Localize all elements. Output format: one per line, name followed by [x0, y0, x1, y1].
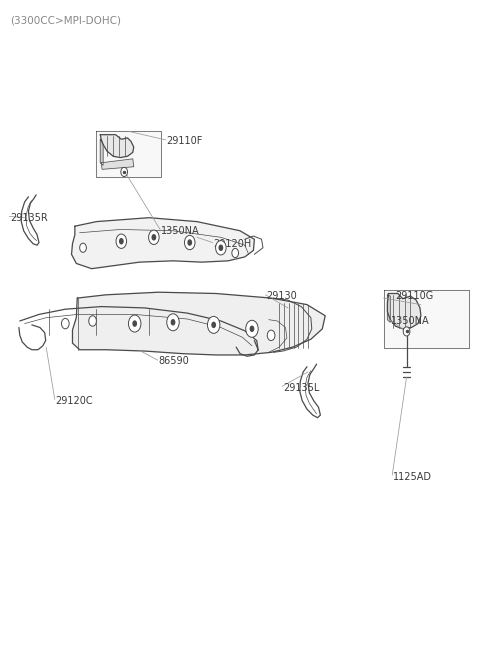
Circle shape — [218, 244, 223, 251]
Polygon shape — [387, 293, 421, 329]
Circle shape — [184, 235, 195, 250]
Polygon shape — [384, 290, 469, 348]
Text: 1125AD: 1125AD — [393, 472, 432, 481]
Text: 29135R: 29135R — [10, 213, 48, 223]
Circle shape — [132, 320, 137, 327]
Polygon shape — [100, 140, 103, 166]
Text: 29120H: 29120H — [214, 239, 252, 249]
Circle shape — [149, 230, 159, 244]
Text: 29130: 29130 — [266, 291, 297, 301]
Polygon shape — [101, 159, 134, 170]
Circle shape — [167, 314, 179, 331]
Circle shape — [89, 316, 96, 326]
Circle shape — [61, 318, 69, 329]
Text: (3300CC>MPI-DOHC): (3300CC>MPI-DOHC) — [10, 15, 121, 25]
Circle shape — [170, 319, 175, 326]
Polygon shape — [387, 295, 390, 322]
Polygon shape — [72, 217, 254, 269]
Circle shape — [403, 327, 410, 336]
Circle shape — [116, 234, 127, 248]
Circle shape — [232, 248, 239, 257]
Text: 29120C: 29120C — [56, 396, 93, 405]
Text: 1350NA: 1350NA — [161, 226, 200, 236]
Polygon shape — [100, 135, 134, 158]
Circle shape — [267, 330, 275, 341]
Circle shape — [129, 315, 141, 332]
Circle shape — [80, 243, 86, 252]
Polygon shape — [72, 292, 325, 355]
Circle shape — [250, 326, 254, 332]
Text: 29135L: 29135L — [283, 383, 320, 392]
Circle shape — [246, 320, 258, 337]
Circle shape — [121, 168, 128, 176]
Circle shape — [187, 239, 192, 246]
Circle shape — [119, 238, 124, 244]
Circle shape — [207, 316, 220, 333]
Circle shape — [216, 240, 226, 255]
Text: 29110G: 29110G — [396, 291, 434, 301]
Circle shape — [211, 322, 216, 328]
Polygon shape — [96, 132, 161, 177]
Text: 1350NA: 1350NA — [391, 316, 430, 326]
Circle shape — [152, 234, 156, 240]
Text: 86590: 86590 — [158, 356, 190, 367]
Text: 29110F: 29110F — [166, 136, 202, 146]
